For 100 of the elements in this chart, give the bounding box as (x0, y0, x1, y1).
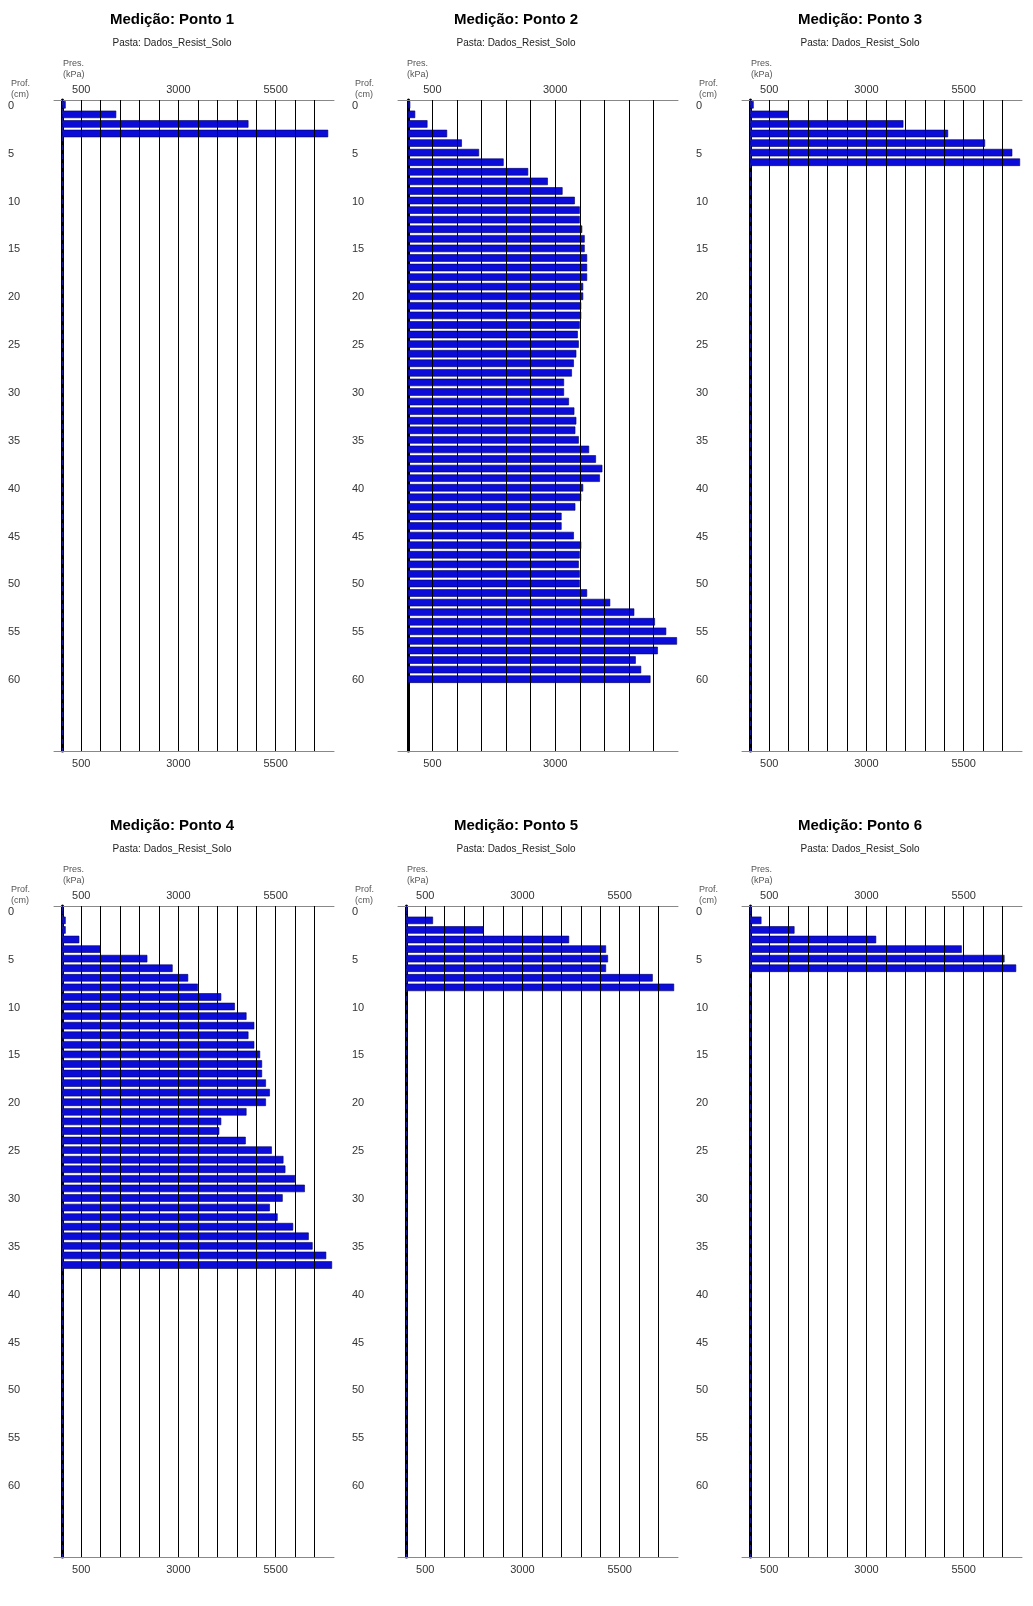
y-tick-label: 60 (352, 673, 365, 686)
y-axis-title: Prof. (cm) (699, 77, 719, 99)
y-tick-label: 40 (352, 481, 365, 494)
y-tick-label: 10 (8, 1000, 21, 1013)
x2-tick-label: 3000 (854, 82, 879, 95)
y-axis-title: Prof. (cm) (355, 77, 375, 99)
x-tick-label: 3000 (854, 1562, 879, 1575)
y-tick-label: 55 (8, 625, 21, 638)
x2-tick-label: 5500 (951, 888, 976, 901)
y-tick-label: 50 (8, 1383, 21, 1396)
x-tick-label: 3000 (854, 756, 879, 769)
y-tick-label: 50 (696, 1383, 709, 1396)
chart-subtitle: Pasta: Dados_Resist_Solo (112, 36, 232, 48)
y-tick-label: 25 (696, 1144, 709, 1157)
x-axis-title: Pres. (kPa) (751, 57, 773, 79)
x-tick-label: 5500 (607, 1562, 632, 1575)
x2-tick-label: 3000 (166, 888, 191, 901)
y-tick-label: 50 (352, 577, 365, 590)
y-tick-label: 20 (696, 290, 709, 303)
y-tick-label: 60 (696, 1479, 709, 1492)
y-tick-label: 40 (696, 481, 709, 494)
x-axis-title: Pres. (kPa) (751, 863, 773, 885)
y-tick-label: 5 (8, 146, 15, 159)
x2-tick-label: 5500 (951, 82, 976, 95)
x-tick-label: 500 (760, 1562, 779, 1575)
y-tick-label: 0 (8, 98, 15, 111)
y-tick-label: 10 (352, 1000, 365, 1013)
y-tick-label: 5 (352, 146, 359, 159)
x-tick-label: 500 (416, 1562, 435, 1575)
y-tick-label: 50 (696, 577, 709, 590)
x-tick-label: 500 (72, 756, 91, 769)
y-tick-label: 25 (8, 1144, 21, 1157)
y-tick-label: 20 (696, 1096, 709, 1109)
y-tick-label: 5 (352, 952, 359, 965)
chart-subtitle: Pasta: Dados_Resist_Solo (112, 842, 232, 854)
x-tick-label: 5500 (951, 756, 976, 769)
chart-subtitle: Pasta: Dados_Resist_Solo (456, 36, 576, 48)
y-tick-label: 10 (8, 194, 21, 207)
y-tick-label: 15 (352, 1048, 365, 1061)
y-tick-label: 25 (696, 338, 709, 351)
y-tick-label: 0 (8, 904, 15, 917)
x-tick-label: 3000 (510, 1562, 535, 1575)
chart-title: Medição: Ponto 4 (109, 816, 235, 833)
y-tick-label: 40 (352, 1287, 365, 1300)
x2-tick-label: 500 (423, 82, 442, 95)
x-tick-label: 5500 (263, 756, 288, 769)
y-tick-label: 0 (352, 98, 359, 111)
x2-tick-label: 3000 (542, 82, 568, 95)
y-tick-label: 60 (8, 1479, 21, 1492)
y-axis-title: Prof. (cm) (355, 883, 375, 905)
x2-tick-label: 5500 (607, 888, 632, 901)
y-tick-label: 10 (696, 1000, 709, 1013)
x2-tick-label: 3000 (166, 82, 191, 95)
chart-subtitle: Pasta: Dados_Resist_Solo (800, 36, 920, 48)
y-tick-label: 45 (352, 529, 365, 542)
y-tick-label: 15 (696, 242, 709, 255)
x2-tick-label: 500 (760, 82, 779, 95)
y-tick-label: 55 (352, 625, 365, 638)
y-axis-title: Prof. (cm) (11, 77, 31, 99)
chart-title: Medição: Ponto 1 (109, 10, 235, 27)
y-tick-label: 30 (352, 1191, 365, 1204)
y-tick-label: 5 (696, 146, 703, 159)
x-tick-label: 3000 (166, 1562, 191, 1575)
y-tick-label: 45 (8, 529, 21, 542)
y-tick-label: 35 (696, 1239, 709, 1252)
x-axis-title: Pres. (kPa) (407, 57, 429, 79)
x-axis-title: Pres. (kPa) (63, 57, 85, 79)
y-tick-label: 45 (696, 529, 709, 542)
y-tick-label: 45 (352, 1335, 365, 1348)
x2-tick-label: 500 (72, 888, 91, 901)
y-tick-label: 60 (696, 673, 709, 686)
chart-subtitle: Pasta: Dados_Resist_Solo (800, 842, 920, 854)
y-tick-label: 25 (8, 338, 21, 351)
x2-tick-label: 500 (760, 888, 779, 901)
y-tick-label: 55 (696, 625, 709, 638)
y-tick-label: 60 (8, 673, 21, 686)
y-tick-label: 35 (8, 1239, 21, 1252)
y-tick-label: 30 (352, 385, 365, 398)
x2-tick-label: 5500 (263, 82, 288, 95)
y-tick-label: 5 (696, 952, 703, 965)
y-tick-label: 30 (8, 385, 21, 398)
y-tick-label: 20 (352, 290, 365, 303)
y-tick-label: 25 (352, 338, 365, 351)
y-tick-label: 50 (8, 577, 21, 590)
y-tick-label: 50 (352, 1383, 365, 1396)
chart-title: Medição: Ponto 5 (453, 816, 579, 833)
y-tick-label: 45 (696, 1335, 709, 1348)
x-tick-label: 500 (423, 756, 442, 769)
x-tick-label: 5500 (951, 1562, 976, 1575)
x-tick-label: 3000 (542, 756, 568, 769)
y-tick-label: 35 (8, 433, 21, 446)
chart-title: Medição: Ponto 6 (797, 816, 923, 833)
y-tick-label: 35 (352, 1239, 365, 1252)
x-tick-label: 3000 (166, 756, 191, 769)
y-tick-label: 15 (352, 242, 365, 255)
y-tick-label: 40 (8, 481, 21, 494)
x2-tick-label: 500 (416, 888, 435, 901)
y-tick-label: 30 (696, 385, 709, 398)
y-tick-label: 40 (696, 1287, 709, 1300)
x2-tick-label: 500 (72, 82, 91, 95)
